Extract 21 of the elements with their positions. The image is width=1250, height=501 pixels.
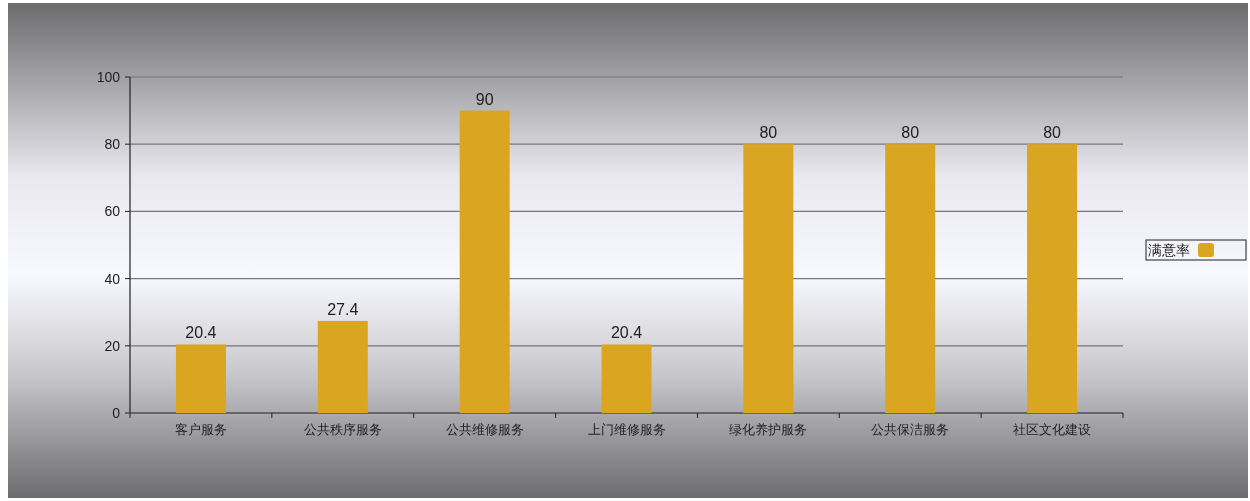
data-label: 80 (901, 124, 920, 142)
data-label: 27.4 (327, 300, 359, 318)
y-tick-label: 0 (112, 405, 121, 421)
data-label: 80 (1043, 124, 1062, 142)
x-tick-label: 公共保洁服务 (871, 422, 950, 437)
x-tick-label: 公共秩序服务 (303, 422, 382, 437)
x-tick-label: 公共维修服务 (445, 422, 524, 437)
legend-label: 满意率 (1148, 242, 1190, 258)
y-tick-label: 100 (96, 69, 121, 85)
y-tick-label: 60 (104, 203, 121, 220)
x-tick-label: 客户服务 (174, 422, 227, 437)
y-tick-label: 40 (104, 270, 121, 287)
x-tick-label: 社区文化建设 (1013, 422, 1092, 437)
y-tick-label: 80 (104, 136, 121, 153)
data-label: 20.4 (610, 324, 643, 342)
data-label: 90 (475, 90, 494, 108)
data-label: 80 (759, 124, 778, 142)
x-tick-label: 上门维修服务 (587, 422, 666, 437)
x-tick-label: 绿化养护服务 (729, 422, 808, 437)
data-label: 20.4 (185, 324, 217, 342)
y-tick-label: 20 (104, 337, 121, 354)
